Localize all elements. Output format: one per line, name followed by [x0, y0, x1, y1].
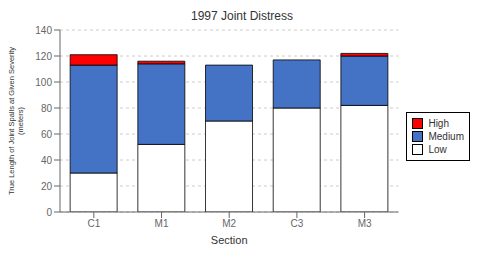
svg-text:140: 140 [35, 25, 52, 36]
svg-text:120: 120 [35, 51, 52, 62]
svg-text:M3: M3 [358, 218, 372, 229]
svg-text:M1: M1 [155, 218, 169, 229]
svg-text:True Length of Joint Spalls at: True Length of Joint Spalls at Given Sev… [8, 47, 25, 195]
svg-text:40: 40 [41, 155, 53, 166]
svg-text:M2: M2 [222, 218, 236, 229]
svg-text:0: 0 [46, 207, 52, 218]
html-text:Medium: Medium [428, 130, 464, 142]
svg-text:Section: Section [211, 234, 248, 246]
html-text:1997 Joint Distress: 1997 Joint Distress [191, 9, 293, 23]
html-text:High: High [428, 117, 449, 129]
svg-text:80: 80 [41, 103, 53, 114]
html-text:Low: Low [428, 143, 447, 155]
svg-text:C1: C1 [87, 218, 100, 229]
svg-text:20: 20 [41, 181, 53, 192]
svg-text:60: 60 [41, 129, 53, 140]
svg-text:C3: C3 [290, 218, 303, 229]
svg-text:100: 100 [35, 77, 52, 88]
